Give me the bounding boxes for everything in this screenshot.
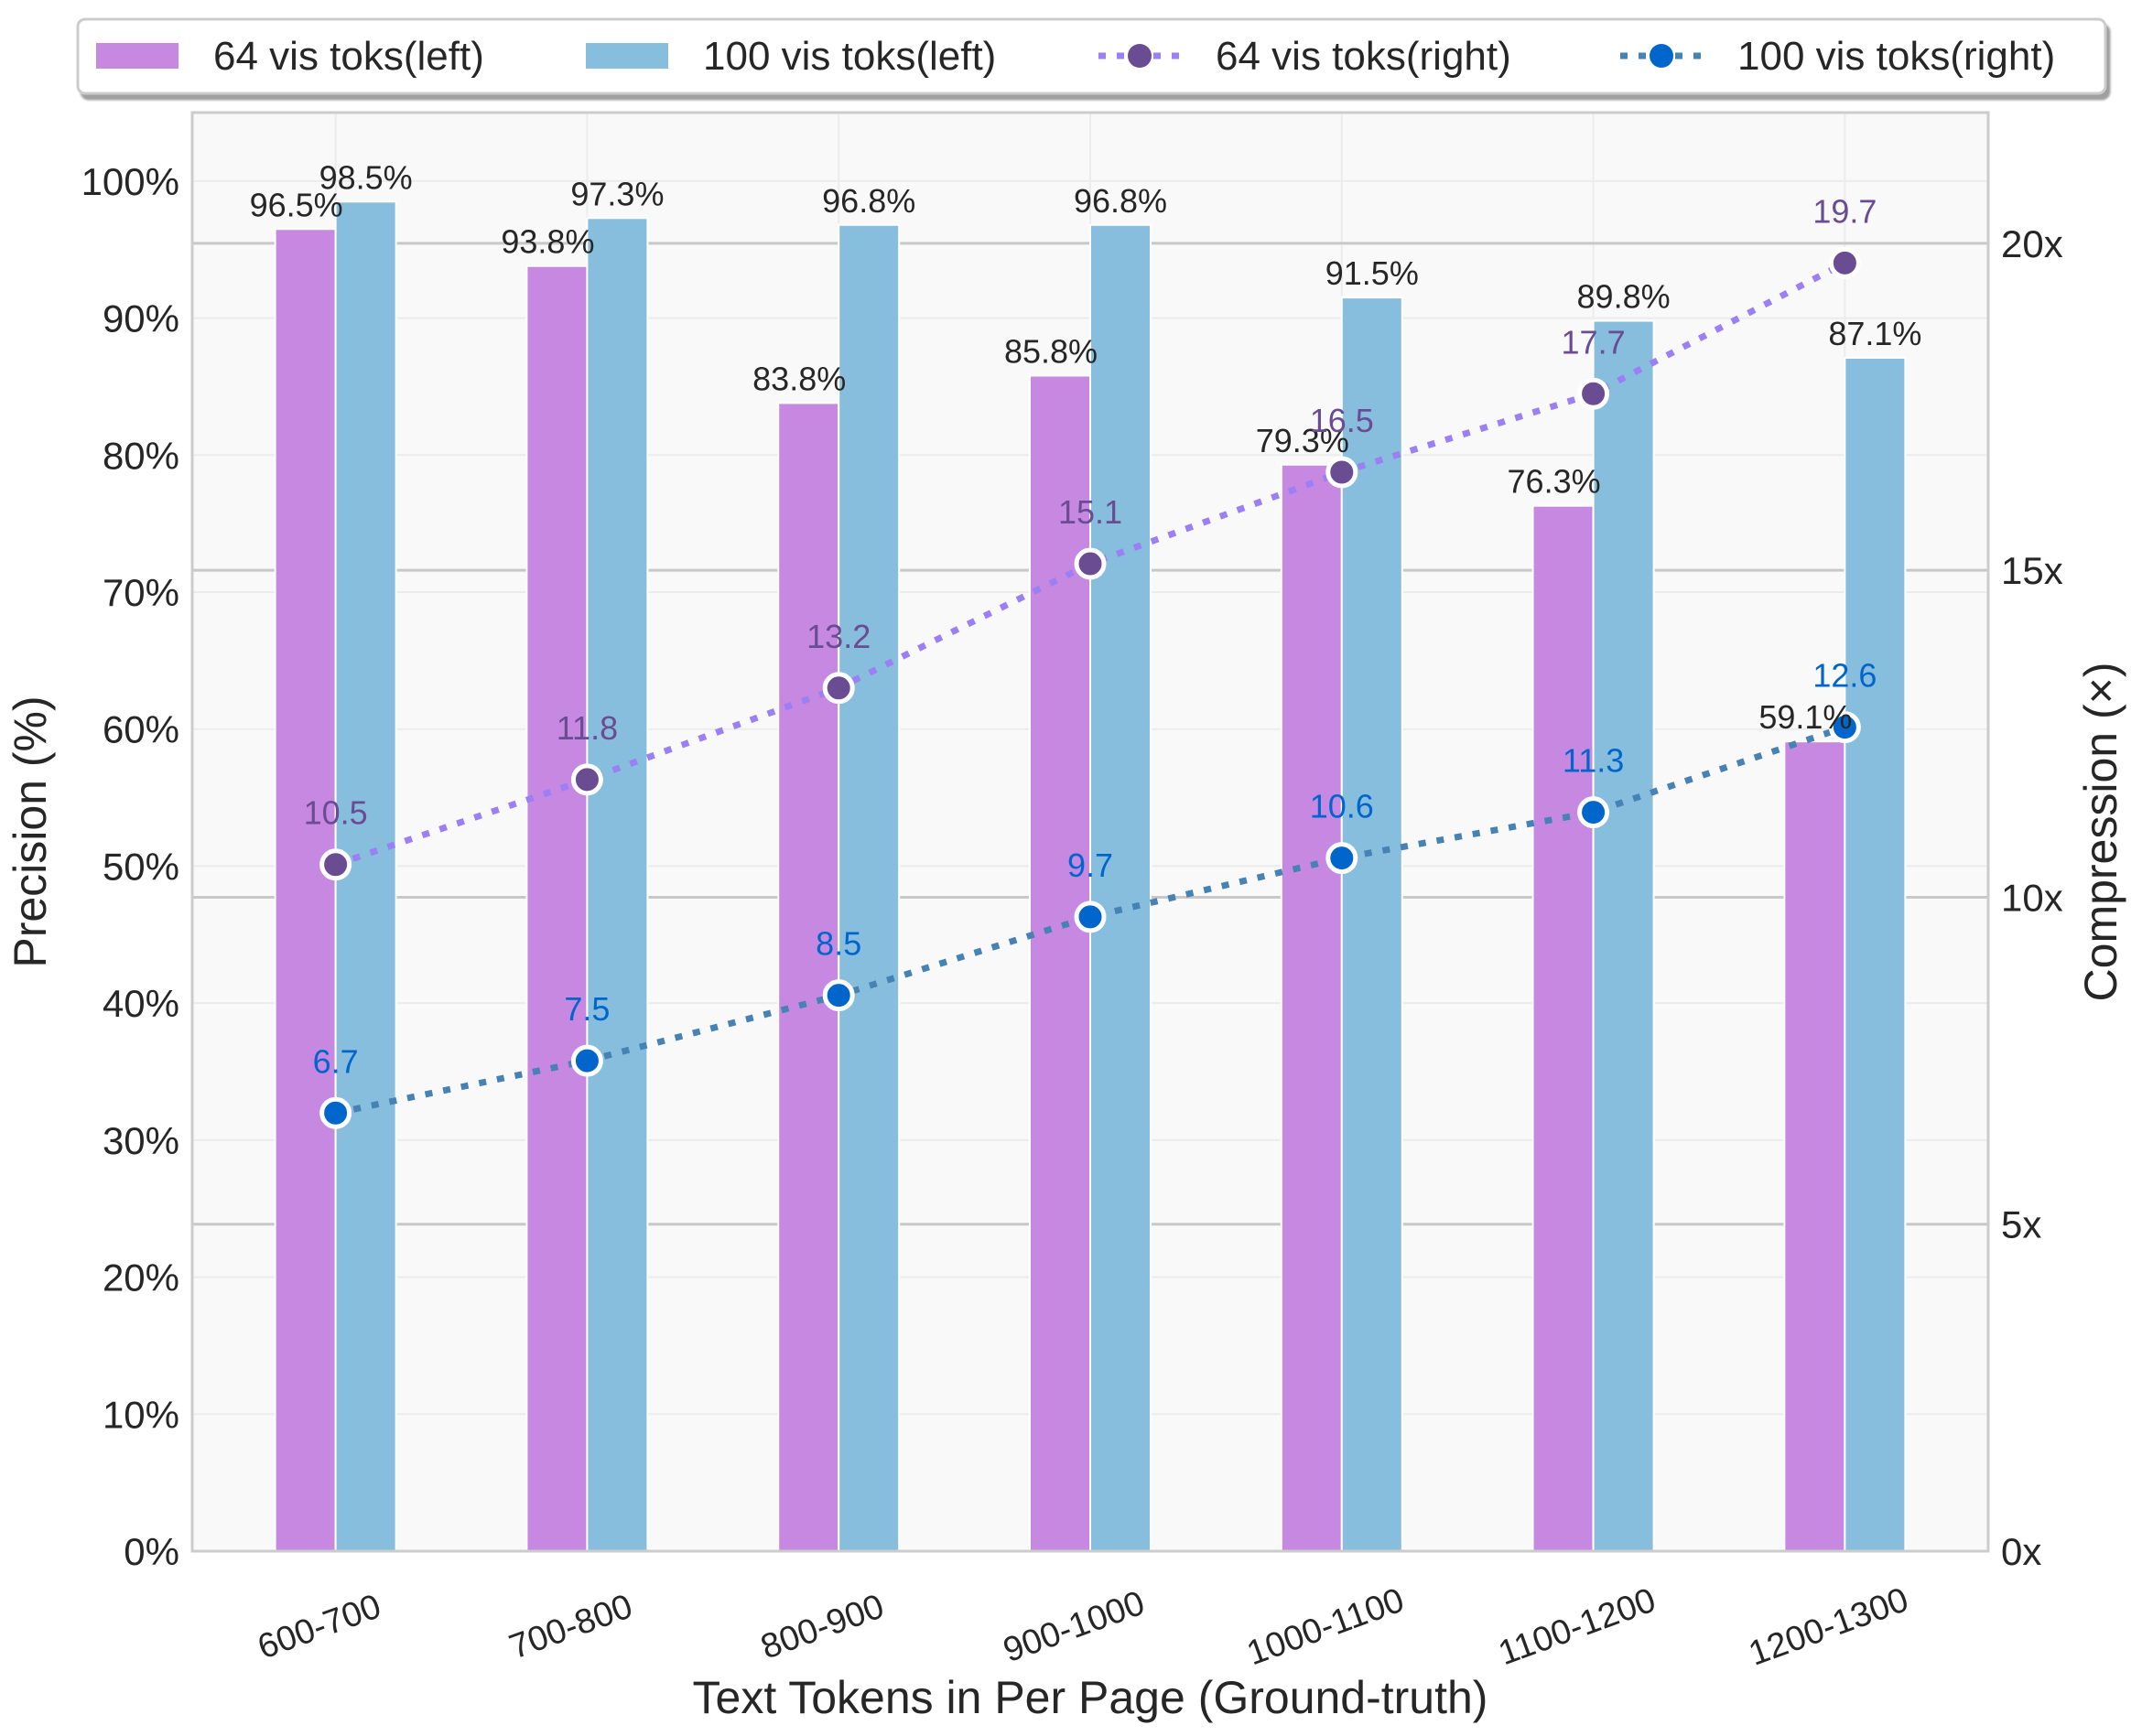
y-right-tick-label: 15x — [2001, 549, 2063, 592]
line-value-label: 16.5 — [1310, 402, 1374, 439]
line-marker — [570, 763, 603, 796]
bar-value-label: 93.8% — [501, 223, 594, 261]
y-tick-label: 60% — [103, 708, 179, 751]
line-marker — [1828, 711, 1861, 744]
y-tick-label: 10% — [103, 1393, 179, 1436]
bar-100-vis-toks — [586, 217, 649, 1552]
bar-value-label: 97.3% — [570, 175, 664, 212]
x-axis-label: Text Tokens in Per Page (Ground-truth) — [693, 1672, 1488, 1723]
bar-100-vis-toks — [1592, 319, 1655, 1553]
y-tick-label: 100% — [81, 160, 179, 203]
x-tick-label: 1200-1300 — [1744, 1580, 1913, 1674]
y-right-tick-label: 10x — [2001, 876, 2063, 919]
legend-label: 100 vis toks(right) — [1737, 34, 2055, 79]
line-marker — [822, 672, 855, 705]
line-value-label: 7.5 — [564, 990, 610, 1028]
bar-100-vis-toks — [1340, 297, 1403, 1553]
line-value-label: 8.5 — [816, 925, 861, 963]
y-tick-label: 80% — [103, 434, 179, 477]
bar-value-label: 79.3% — [1256, 422, 1349, 459]
line-marker — [822, 979, 855, 1012]
x-tick-label: 900-1000 — [999, 1584, 1150, 1670]
line-marker — [1577, 377, 1610, 410]
y-right-tick-label: 0x — [2001, 1530, 2041, 1573]
legend: 64 vis toks(left) 100 vis toks(left) 64 vi… — [76, 17, 2107, 95]
line-value-label: 10.5 — [304, 794, 368, 832]
line-marker — [319, 1096, 352, 1129]
bar-100-vis-toks — [838, 223, 901, 1552]
legend-swatch — [586, 43, 668, 69]
line-marker — [1577, 796, 1610, 829]
y-tick-label: 40% — [103, 982, 179, 1025]
legend-label: 64 vis toks(right) — [1216, 34, 1511, 79]
line-marker — [1325, 842, 1358, 875]
line-marker — [1325, 456, 1358, 489]
line-marker — [1828, 246, 1861, 279]
bar-64-vis-toks — [1783, 740, 1846, 1552]
legend-swatch — [96, 43, 178, 69]
line-marker — [1074, 547, 1107, 580]
y-tick-label: 50% — [103, 845, 179, 888]
bar-value-label: 96.5% — [250, 186, 343, 223]
bar-value-label: 96.8% — [822, 182, 915, 220]
bar-value-label: 85.8% — [1004, 332, 1098, 370]
x-tick-label: 600-700 — [253, 1587, 385, 1666]
line-marker — [570, 1044, 603, 1077]
x-tick-label: 800-900 — [756, 1587, 889, 1666]
y-tick-label: 0% — [124, 1530, 179, 1573]
y-axis-label: Precision (%) — [5, 695, 56, 967]
line-value-label: 9.7 — [1067, 846, 1113, 884]
line-value-label: 11.8 — [557, 709, 618, 747]
legend-box — [76, 17, 2107, 95]
y-right-tick-label: 20x — [2001, 222, 2063, 265]
bar-value-label: 98.5% — [319, 158, 413, 196]
bar-64-vis-toks — [777, 402, 840, 1552]
line-value-label: 10.6 — [1310, 788, 1374, 825]
y-tick-label: 30% — [103, 1119, 179, 1162]
legend-label: 64 vis toks(left) — [213, 34, 484, 79]
bar-value-label: 87.1% — [1828, 315, 1921, 352]
line-marker — [319, 848, 352, 881]
x-tick-label: 1000-1100 — [1242, 1581, 1409, 1674]
bar-value-label: 89.8% — [1577, 278, 1671, 316]
y-tick-label: 90% — [103, 297, 179, 340]
line-value-label: 17.7 — [1562, 323, 1626, 361]
legend-label: 100 vis toks(left) — [703, 34, 996, 79]
bar-value-label: 96.8% — [1074, 182, 1167, 220]
legend-marker — [1128, 44, 1152, 68]
y-right-tick-label: 5x — [2001, 1203, 2041, 1246]
bar-100-vis-toks — [1089, 223, 1152, 1552]
line-value-label: 6.7 — [313, 1042, 359, 1080]
y-tick-label: 20% — [103, 1256, 179, 1299]
x-tick-label: 700-800 — [504, 1587, 637, 1666]
plot-frame — [190, 111, 1990, 1553]
legend-marker — [1650, 44, 1673, 68]
line-value-label: 15.1 — [1058, 493, 1122, 531]
bar-64-vis-toks — [274, 228, 337, 1552]
line-value-label: 19.7 — [1812, 192, 1877, 230]
x-tick-label: 1100-1200 — [1494, 1581, 1661, 1674]
bar-100-vis-toks — [1844, 356, 1907, 1553]
bar-value-label: 59.1% — [1758, 698, 1852, 736]
line-value-label: 13.2 — [806, 618, 871, 655]
bar-64-vis-toks — [525, 264, 589, 1552]
bar-64-vis-toks — [1280, 463, 1343, 1552]
line-marker — [1074, 900, 1107, 933]
bar-value-label: 76.3% — [1508, 463, 1601, 501]
line-value-label: 12.6 — [1812, 657, 1877, 695]
bar-64-vis-toks — [1531, 504, 1595, 1552]
y-axis-right-label: Compression (×) — [2075, 663, 2126, 1002]
y-tick-label: 70% — [103, 571, 179, 614]
bar-value-label: 91.5% — [1325, 254, 1419, 292]
line-value-label: 11.3 — [1563, 742, 1624, 780]
bar-value-label: 83.8% — [752, 360, 846, 397]
